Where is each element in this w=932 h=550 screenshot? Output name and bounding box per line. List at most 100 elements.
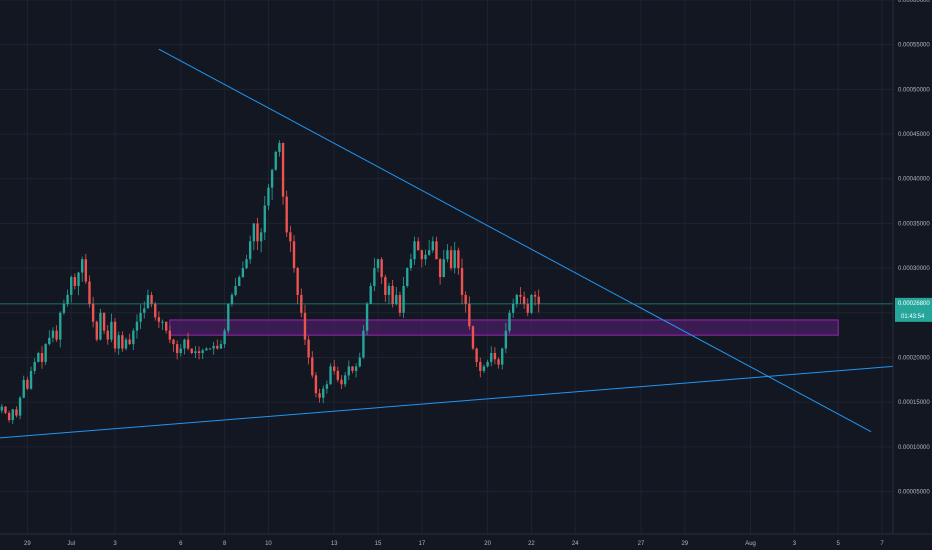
time-tick-label: 22 (528, 541, 535, 547)
candle-body (322, 388, 325, 398)
candle-body (424, 254, 427, 260)
candle-body (460, 268, 464, 295)
candle-body (164, 321, 168, 331)
candle-body (55, 330, 58, 340)
candle-body (325, 384, 329, 389)
candle-body (22, 379, 25, 398)
candle-body (80, 259, 84, 273)
candle-body (384, 277, 387, 295)
candle-body (347, 366, 350, 376)
candle-body (110, 321, 113, 340)
candle-body (212, 345, 215, 349)
candle-body (413, 241, 416, 260)
candle-body (128, 339, 131, 345)
trendlines (0, 48, 894, 439)
candle-body (205, 348, 208, 351)
candle-body (51, 330, 55, 338)
candle-body (479, 361, 482, 371)
candle-body (241, 268, 245, 278)
candle-body (537, 296, 540, 304)
candle-body (216, 345, 219, 349)
candle-body (252, 223, 256, 242)
price-tag-box (895, 297, 932, 322)
candle-body (526, 303, 529, 313)
candle-body (333, 366, 336, 371)
time-tick-label: 7 (880, 541, 884, 547)
time-tick-label: 29 (24, 541, 31, 547)
candle-body (274, 151, 277, 170)
candle-body (427, 250, 431, 255)
time-tick-label: 3 (793, 541, 797, 547)
candle-body (508, 312, 511, 331)
trendline-descending (158, 48, 872, 433)
candle-body (11, 409, 14, 421)
time-tick-label: 24 (572, 541, 579, 547)
price-tick-label: 0.00045000 (898, 132, 930, 138)
candle-body (84, 259, 88, 282)
price-tick-label: 0.00020000 (898, 355, 930, 361)
candle-body (117, 335, 120, 349)
candle-body (99, 312, 102, 340)
candle-body (336, 370, 340, 380)
candle-body (190, 348, 193, 354)
candle-body (417, 241, 420, 251)
trendline-ascending (0, 365, 894, 439)
candle-body (490, 353, 493, 362)
candle-body (208, 348, 212, 350)
candle-body (88, 281, 91, 304)
candle-body (515, 294, 518, 304)
candle-body (267, 187, 270, 206)
candle-body (504, 330, 508, 349)
candle-body (29, 370, 33, 389)
candle-body (303, 312, 307, 340)
time-tick-label: 3 (113, 541, 117, 547)
candle-body (329, 366, 332, 385)
candle-body (95, 321, 98, 340)
candle-body (197, 351, 201, 354)
candle-body (511, 303, 515, 313)
candle-body (376, 259, 380, 269)
candle-body (369, 285, 372, 304)
countdown-label: 01:43:54 (901, 314, 925, 320)
candle-body (186, 339, 190, 349)
candle-body (307, 339, 310, 358)
candle-body (289, 232, 292, 242)
candle-body (278, 142, 281, 152)
candle-body (402, 285, 405, 313)
candle-body (37, 353, 40, 362)
candle-body (533, 294, 537, 297)
candle-body (464, 294, 467, 304)
candle-body (150, 294, 153, 304)
candle-body (431, 241, 434, 251)
candle-body (91, 303, 95, 322)
price-tick-label: 0.00055000 (898, 43, 930, 49)
candle-body (373, 268, 376, 286)
candle-body (113, 321, 117, 349)
current-price-label: 0.00026800 (898, 301, 930, 307)
price-tick-label: 0.00015000 (898, 400, 930, 406)
candle-body (457, 250, 460, 269)
candle-body (395, 294, 398, 304)
candle-body (263, 205, 266, 233)
candle-body (391, 285, 394, 304)
candle-body (311, 357, 314, 376)
candle-body (121, 335, 124, 349)
time-axis[interactable]: 29 Jul 3 6 8 10 13 15 17 20 22 24 27 29 Aug 3 5 7 (24, 541, 884, 547)
candle-body (77, 272, 80, 286)
candle-body (70, 277, 73, 295)
candle-body (248, 241, 252, 260)
candle-body (351, 366, 354, 371)
candle-body (438, 259, 442, 278)
candle-body (442, 259, 445, 278)
candle-body (73, 277, 77, 286)
time-tick-label: 8 (223, 541, 227, 547)
candle-body (183, 339, 186, 349)
candle-body (285, 196, 288, 233)
candle-body (201, 350, 204, 354)
candle-body (493, 353, 497, 360)
time-tick-label: 15 (375, 541, 382, 547)
candle-body (44, 344, 47, 362)
candle-body (354, 366, 358, 371)
